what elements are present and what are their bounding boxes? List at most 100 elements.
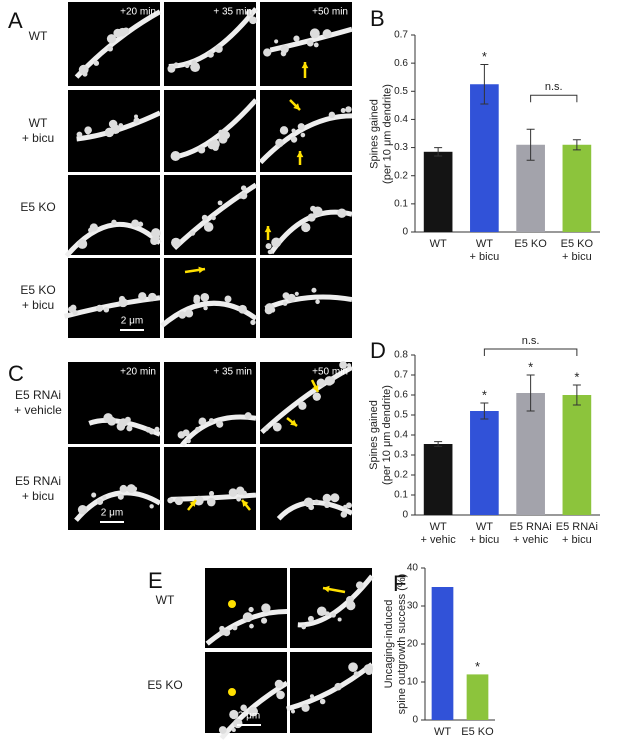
spine [345, 106, 352, 113]
spine [138, 292, 147, 301]
spine [309, 694, 315, 699]
bar [562, 144, 592, 232]
scale-bar-label: 2 μm [121, 316, 143, 327]
row-label: WT + bicu [21, 116, 55, 145]
y-tick-label: 0 [402, 510, 408, 521]
y-tick-label: 0 [412, 715, 418, 726]
spine [217, 200, 223, 206]
spine [185, 309, 194, 318]
spine [197, 146, 206, 154]
micrograph [68, 447, 160, 530]
y-tick-label: 0 [402, 227, 408, 238]
spine [297, 123, 305, 131]
spine [238, 304, 247, 314]
y-tick-label: 0.4 [394, 114, 408, 125]
significance-star: * [482, 387, 487, 402]
spine [77, 239, 88, 249]
spine [271, 237, 282, 248]
spine [131, 219, 140, 228]
bar [470, 84, 499, 232]
error-bar [526, 374, 535, 412]
significance-star: * [475, 659, 480, 674]
spine [307, 213, 316, 222]
spine [282, 301, 288, 306]
spine [200, 292, 210, 302]
micrograph [164, 362, 256, 444]
dendrite [172, 182, 258, 251]
spine [279, 126, 289, 135]
spine [184, 63, 190, 69]
spine [312, 392, 321, 401]
spine [339, 361, 348, 369]
spine [96, 304, 104, 312]
spine [193, 495, 204, 506]
spine [208, 490, 215, 497]
spine [272, 422, 282, 432]
dendrite [173, 98, 258, 160]
spine [290, 136, 298, 143]
spine [229, 709, 239, 720]
y-axis-label: Spines gained (per 10 μm dendrite) [368, 83, 393, 184]
spine [265, 243, 272, 250]
spine [280, 50, 287, 57]
spine [207, 51, 214, 58]
spine [203, 222, 214, 232]
spine [313, 499, 319, 505]
spine [190, 62, 201, 73]
spine [301, 222, 311, 233]
spine [106, 34, 117, 44]
spine [365, 667, 373, 676]
panel-label: B [370, 6, 385, 31]
significance-star: * [482, 49, 487, 64]
spine [276, 690, 285, 700]
spine [193, 297, 200, 304]
spine [241, 490, 247, 496]
row-label: E5 KO [20, 200, 56, 214]
spine [316, 606, 327, 617]
spine [301, 703, 310, 712]
spine [111, 219, 117, 226]
spine [240, 185, 247, 191]
y-tick-label: 0.3 [394, 142, 408, 153]
spine [282, 292, 290, 300]
spine [118, 297, 128, 308]
spine [214, 44, 223, 53]
spine [216, 420, 224, 428]
bar [423, 151, 453, 232]
spine [93, 60, 100, 66]
row-label: E5 KO [147, 677, 183, 692]
y-tick-label: 0.4 [394, 430, 408, 441]
spine [242, 612, 253, 623]
y-tick-label: 0.2 [394, 170, 408, 181]
spine [171, 237, 181, 248]
arrow-head [323, 585, 330, 593]
spine [313, 42, 319, 48]
y-tick-label: 0.2 [394, 470, 408, 481]
spine [91, 492, 97, 498]
micrograph [260, 90, 352, 172]
dendrite [260, 365, 354, 435]
spine [250, 319, 256, 326]
micrograph [164, 258, 256, 338]
spine [148, 292, 157, 302]
dendrite [258, 113, 353, 165]
row-label: E5 KO + bicu [20, 283, 56, 312]
spine [177, 431, 186, 439]
y-tick-label: 0.8 [394, 350, 408, 361]
row-label: E5 RNAi + bicu [14, 473, 61, 503]
spine [211, 215, 216, 221]
row-label: WT [28, 29, 48, 43]
spine [116, 422, 126, 431]
spine [228, 488, 238, 497]
spine [301, 624, 307, 630]
spine [189, 230, 196, 236]
x-tick-label: E5 KO + bicu [560, 238, 594, 263]
spine [96, 498, 104, 505]
error-bar [572, 384, 581, 406]
spine [231, 727, 236, 733]
spine [324, 376, 335, 386]
spine [340, 107, 346, 113]
spine [178, 311, 187, 319]
spine [312, 206, 323, 217]
spine [328, 111, 336, 119]
